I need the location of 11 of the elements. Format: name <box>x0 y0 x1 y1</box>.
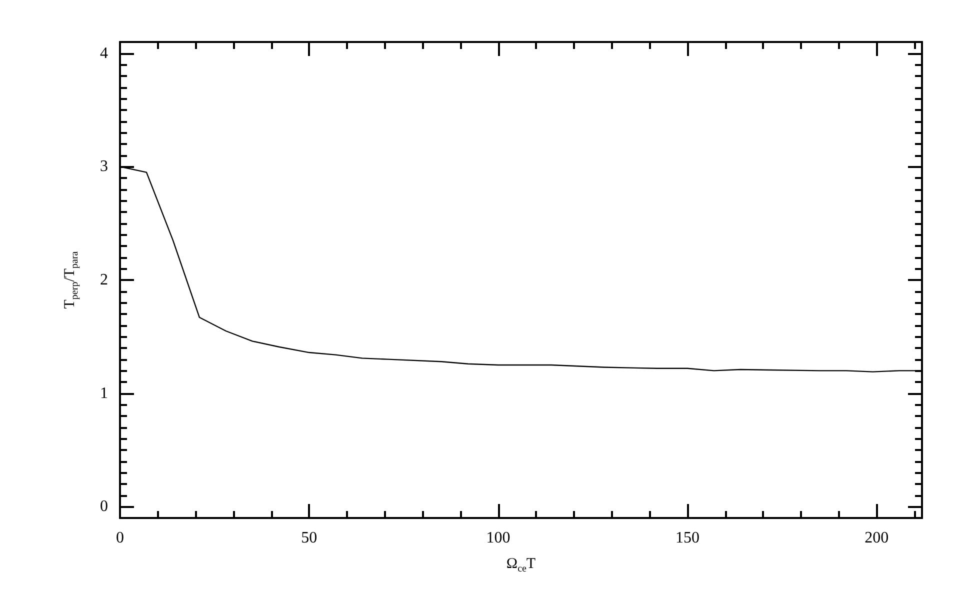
x-tick-label: 50 <box>301 530 318 546</box>
y-tick-label: 0 <box>100 498 108 516</box>
y-tick-label: 2 <box>100 272 108 288</box>
x-tick-label: 0 <box>116 530 124 546</box>
y-tick-label: 4 <box>100 44 108 62</box>
y-tick-label: 3 <box>100 158 108 176</box>
x-tick-label: 150 <box>675 530 700 546</box>
x-tick-label: 100 <box>486 530 510 546</box>
y-axis-title: Tperp/Tpara <box>62 250 80 309</box>
x-tick-label: 200 <box>864 530 889 546</box>
y-tick-label: 1 <box>100 384 108 402</box>
